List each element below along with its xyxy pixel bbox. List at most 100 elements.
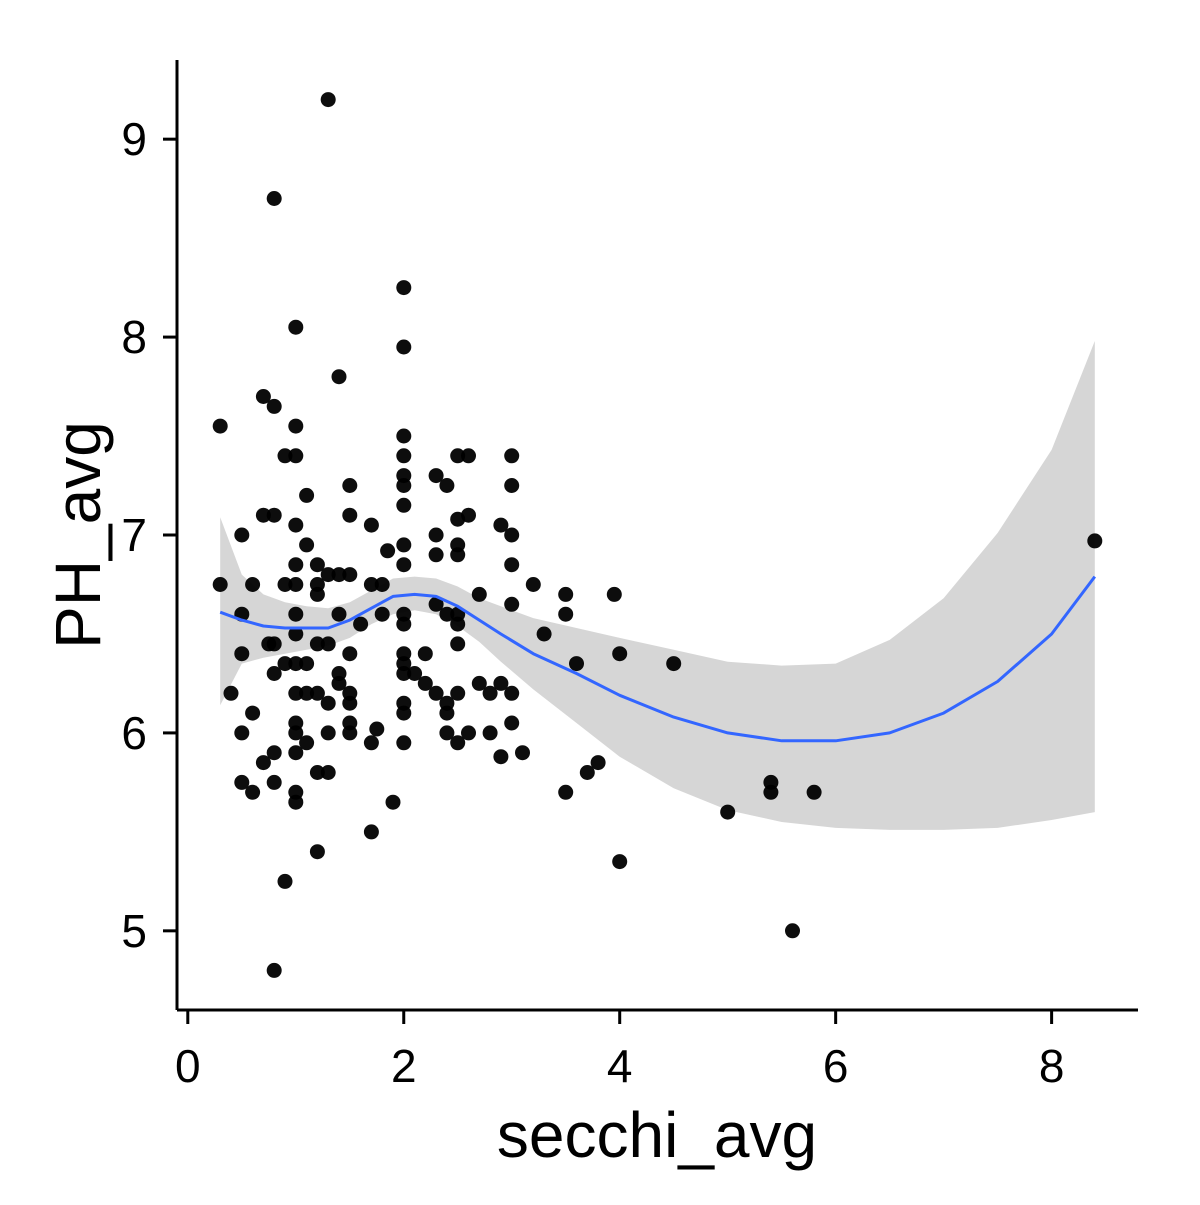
data-point xyxy=(471,675,487,691)
data-point xyxy=(1087,533,1103,549)
data-point xyxy=(288,319,304,335)
data-point xyxy=(277,577,293,592)
data-point xyxy=(331,567,347,583)
data-point xyxy=(266,745,282,761)
data-point xyxy=(504,557,520,573)
data-point xyxy=(450,735,466,751)
data-point xyxy=(288,656,304,672)
data-point xyxy=(245,705,261,721)
data-point xyxy=(590,755,606,771)
data-point xyxy=(309,557,325,573)
data-point xyxy=(342,725,358,741)
data-point xyxy=(536,626,552,642)
data-point xyxy=(504,715,520,731)
data-point xyxy=(396,339,412,355)
data-point xyxy=(288,517,304,533)
data-point xyxy=(363,824,379,840)
data-point xyxy=(428,685,444,701)
data-point xyxy=(266,507,282,523)
data-point xyxy=(785,923,800,939)
data-point xyxy=(342,695,358,711)
data-point xyxy=(374,606,390,622)
y-tick-label: 5 xyxy=(121,905,147,957)
data-point xyxy=(396,497,412,513)
ticks: 0 2 4 6 8 5 6 7 8 9 xyxy=(121,113,1064,1092)
data-point xyxy=(428,547,444,563)
data-point xyxy=(450,636,466,652)
data-point xyxy=(288,626,304,642)
data-point xyxy=(417,646,433,662)
data-point xyxy=(525,577,541,592)
data-point xyxy=(288,794,304,810)
data-point xyxy=(288,725,304,741)
data-point xyxy=(504,685,520,701)
data-point xyxy=(515,745,530,761)
x-tick-label: 6 xyxy=(823,1040,849,1092)
data-point xyxy=(720,804,736,820)
data-point xyxy=(277,873,293,889)
y-axis-title: PH_avg xyxy=(42,421,114,649)
y-tick-label: 7 xyxy=(121,509,147,561)
data-point xyxy=(612,646,628,662)
data-point xyxy=(342,507,358,523)
data-point xyxy=(806,784,822,800)
data-point xyxy=(493,517,509,533)
y-tick-label: 6 xyxy=(121,707,147,759)
data-point xyxy=(380,543,396,559)
data-point xyxy=(396,537,412,553)
data-point xyxy=(331,606,347,622)
data-point xyxy=(504,527,520,543)
data-point xyxy=(234,527,250,543)
data-point xyxy=(266,636,282,652)
data-point xyxy=(288,606,304,622)
data-point xyxy=(288,448,304,464)
data-point xyxy=(417,675,433,691)
confidence-band-layer xyxy=(220,341,1095,830)
y-tick-label: 8 xyxy=(121,311,147,363)
data-point xyxy=(569,656,584,672)
data-point xyxy=(309,765,325,780)
data-point xyxy=(461,507,476,523)
data-point xyxy=(363,577,379,592)
data-point xyxy=(558,606,574,622)
data-point xyxy=(309,636,325,652)
data-point xyxy=(299,487,315,503)
data-point xyxy=(504,448,520,464)
data-point xyxy=(288,557,304,573)
data-point xyxy=(266,962,282,978)
data-point xyxy=(396,448,412,464)
data-point xyxy=(428,527,444,543)
x-tick-label: 8 xyxy=(1039,1040,1065,1092)
data-point xyxy=(363,517,379,533)
data-point xyxy=(439,478,455,493)
data-point xyxy=(212,418,228,434)
data-point xyxy=(396,666,412,681)
data-point xyxy=(266,191,282,206)
data-point xyxy=(450,448,466,464)
data-point xyxy=(385,794,401,810)
axes xyxy=(175,60,1138,1012)
data-point xyxy=(320,567,336,583)
data-point xyxy=(309,844,325,860)
data-point xyxy=(396,735,412,751)
data-point xyxy=(309,685,325,701)
data-point xyxy=(342,646,358,662)
data-point xyxy=(612,854,628,870)
data-point xyxy=(320,636,336,652)
data-point xyxy=(299,685,315,701)
data-point xyxy=(396,557,412,573)
data-point xyxy=(493,749,509,765)
data-point xyxy=(234,725,250,741)
data-point xyxy=(266,398,282,414)
data-point xyxy=(277,448,293,464)
data-point xyxy=(407,666,423,681)
x-tick-label: 4 xyxy=(607,1040,633,1092)
data-point xyxy=(288,685,304,701)
data-point xyxy=(299,656,315,672)
y-tick-label: 9 xyxy=(121,113,147,165)
data-point xyxy=(223,685,239,701)
data-point xyxy=(471,586,487,602)
data-point xyxy=(482,725,498,741)
